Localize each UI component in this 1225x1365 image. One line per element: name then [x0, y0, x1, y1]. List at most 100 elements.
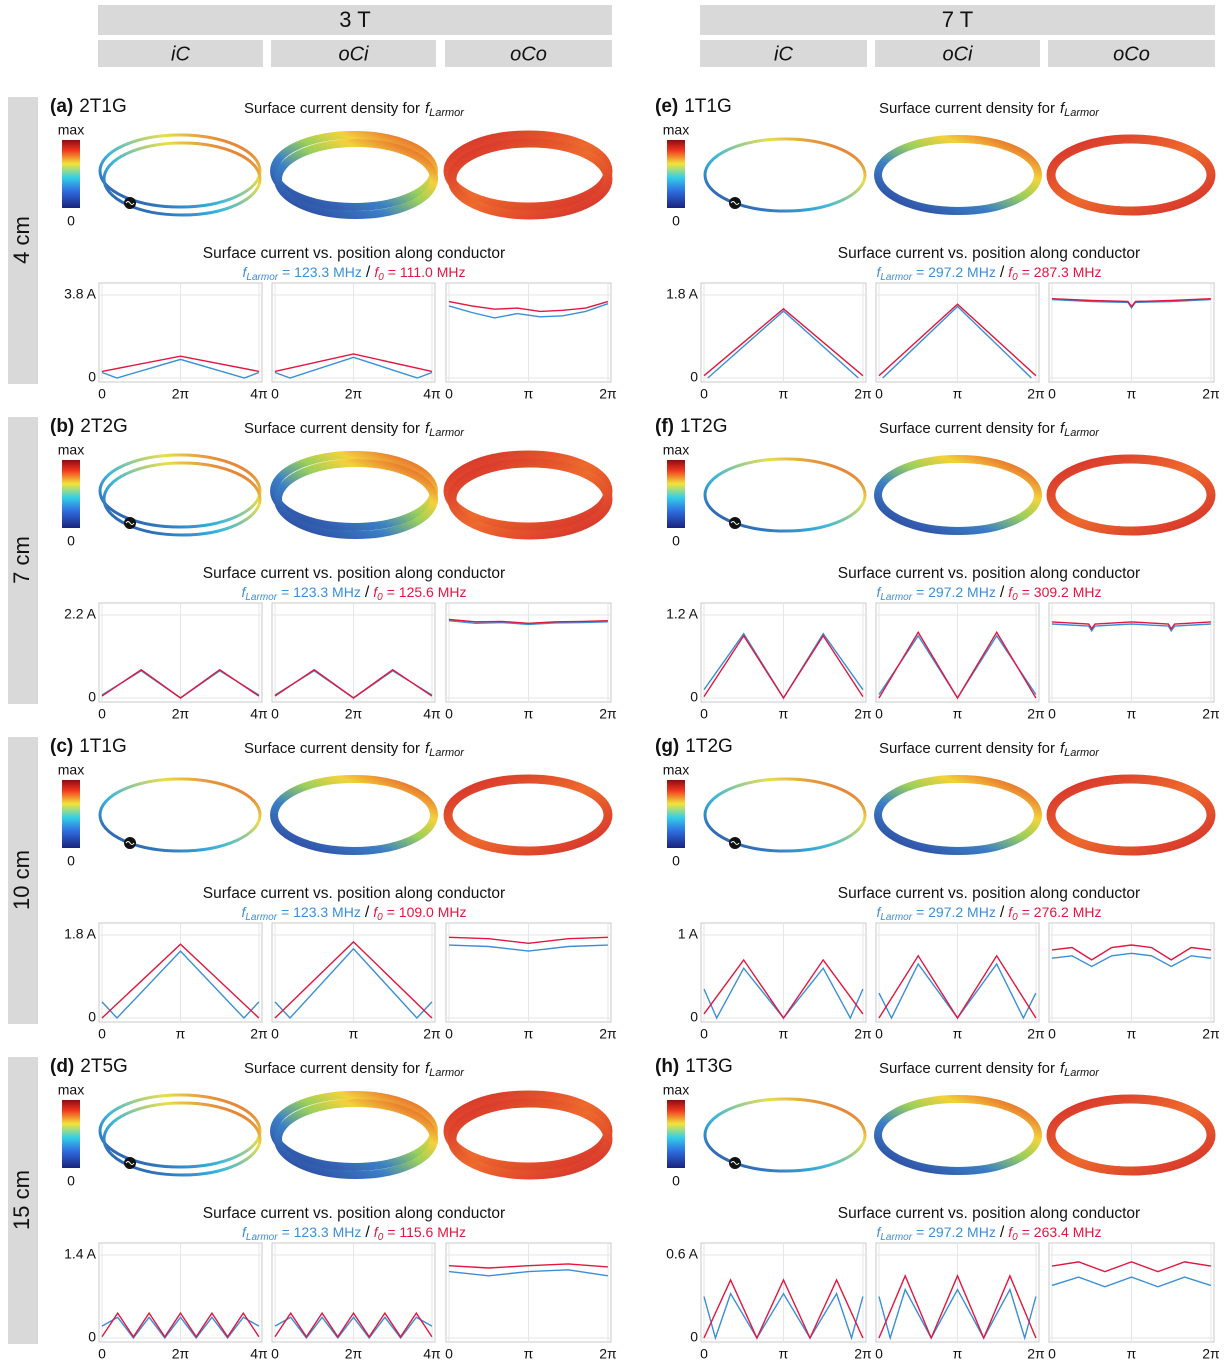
y-tick-label: 1.8 A: [666, 286, 699, 302]
x-tick-label: 0: [271, 1346, 279, 1362]
x-tick-label: π: [779, 706, 789, 722]
coil-ring: [1046, 1094, 1216, 1176]
current-line: [703, 634, 864, 700]
legend-subscript: Larmor: [245, 912, 277, 923]
panel-label: (h) 1T3G: [655, 1056, 733, 1077]
coil-ring: [98, 133, 262, 209]
legend-subscript: 0: [378, 1232, 384, 1243]
x-tick-label: 2π: [854, 1346, 872, 1362]
current-line: [101, 1316, 260, 1340]
x-tick-label: 0: [700, 1346, 708, 1362]
legend-separator: /: [1000, 584, 1005, 601]
x-tick-label: π: [953, 386, 963, 402]
title-text: Surface current density for: [879, 1060, 1055, 1077]
current-line: [1051, 944, 1211, 961]
x-tick-label: 2π: [345, 1346, 363, 1362]
coil-name: 2T5G: [80, 1056, 128, 1077]
legend-symbol: f: [876, 584, 882, 600]
x-tick-label: 2π: [1027, 1346, 1045, 1362]
column-header: oCo: [510, 43, 547, 65]
column-header-bg: [700, 40, 867, 67]
x-tick-label: 2π: [345, 386, 363, 402]
plot-title: Surface current vs. position along condu…: [203, 565, 505, 582]
y-tick-label: 1.4 A: [64, 1246, 97, 1262]
x-tick-label: 0: [875, 1026, 883, 1042]
colorbar-top-label: max: [58, 442, 84, 458]
x-tick-label: 4π: [423, 1346, 441, 1362]
column-header-bg: [1048, 40, 1215, 67]
title-symbol: f: [1060, 420, 1066, 437]
legend-subscript: Larmor: [880, 592, 912, 603]
x-tick-label: 2π: [1202, 386, 1220, 402]
colorbar: [62, 460, 80, 528]
colorbar-top-label: max: [58, 1082, 84, 1098]
legend-entry: = 123.3 MHz: [281, 904, 361, 920]
title-symbol: f: [425, 420, 431, 437]
current-line: [448, 1263, 608, 1269]
x-tick-label: 2π: [1202, 706, 1220, 722]
panel-title: Surface current density for fLarmor: [879, 1060, 1100, 1079]
x-tick-label: 0: [98, 706, 106, 722]
source-wave: [125, 521, 135, 525]
colorbar-top-label: max: [663, 1082, 689, 1098]
legend-entry: = 297.2 MHz: [916, 1224, 996, 1240]
coil-name: 2T1G: [79, 96, 127, 117]
x-tick-label: 2π: [172, 706, 190, 722]
colorbar-top-label: max: [663, 762, 689, 778]
x-tick-label: 0: [700, 386, 708, 402]
source-wave: [730, 521, 740, 525]
y-tick-label: 2.2 A: [64, 606, 97, 622]
colorbar: [667, 780, 685, 848]
current-line: [878, 954, 1037, 1020]
legend-separator: /: [365, 1224, 370, 1241]
x-tick-label: 0: [98, 386, 106, 402]
x-tick-label: 2π: [854, 386, 872, 402]
legend-entry: = 111.0 MHz: [388, 264, 466, 280]
x-tick-label: 0: [271, 1026, 279, 1042]
row-header: 15 cm: [9, 1170, 34, 1230]
x-tick-label: 2π: [1202, 1346, 1220, 1362]
source-wave: [125, 841, 135, 845]
current-line: [1051, 952, 1211, 968]
x-tick-label: 2π: [172, 1346, 190, 1362]
current-line: [448, 936, 608, 945]
title-text: Surface current density for: [879, 420, 1055, 437]
title-symbol: f: [1060, 740, 1066, 757]
coil-ring: [703, 777, 867, 853]
coil-ring: [874, 775, 1042, 855]
legend-symbol: f: [1008, 904, 1014, 920]
x-tick-label: 0: [875, 706, 883, 722]
legend-subscript: Larmor: [246, 272, 278, 283]
coil-name: 1T3G: [685, 1056, 733, 1077]
x-tick-label: 2π: [172, 386, 190, 402]
panel-letter: (c): [50, 736, 73, 757]
source-wave: [730, 1161, 740, 1165]
panel-title: Surface current density for fLarmor: [244, 420, 465, 439]
x-tick-label: 0: [271, 706, 279, 722]
legend-symbol: f: [1008, 264, 1014, 280]
legend-separator: /: [365, 904, 370, 921]
colorbar-bottom-label: 0: [67, 853, 75, 869]
current-line: [878, 1273, 1037, 1340]
coil-ring: [270, 775, 438, 855]
colorbar-top-label: max: [58, 762, 84, 778]
legend-subscript: 0: [1012, 592, 1018, 603]
legend-subscript: 0: [1012, 272, 1018, 283]
x-tick-label: π: [524, 386, 534, 402]
coil-ring: [98, 1093, 262, 1169]
coil-ring: [703, 1097, 867, 1173]
title-text: Surface current density for: [244, 100, 420, 117]
y-tick-label: 0: [88, 689, 96, 705]
coil-ring: [447, 458, 613, 540]
panel-letter: (d): [50, 1056, 74, 1077]
legend-symbol: f: [373, 584, 379, 600]
colorbar: [62, 780, 80, 848]
x-tick-label: 2π: [599, 706, 617, 722]
legend-entry: = 309.2 MHz: [1022, 584, 1102, 600]
plot-title: Surface current vs. position along condu…: [838, 1205, 1140, 1222]
current-line: [703, 307, 864, 377]
y-tick-label: 3.8 A: [64, 286, 97, 302]
legend-entry: = 297.2 MHz: [916, 904, 996, 920]
y-tick-label: 0: [690, 369, 698, 385]
